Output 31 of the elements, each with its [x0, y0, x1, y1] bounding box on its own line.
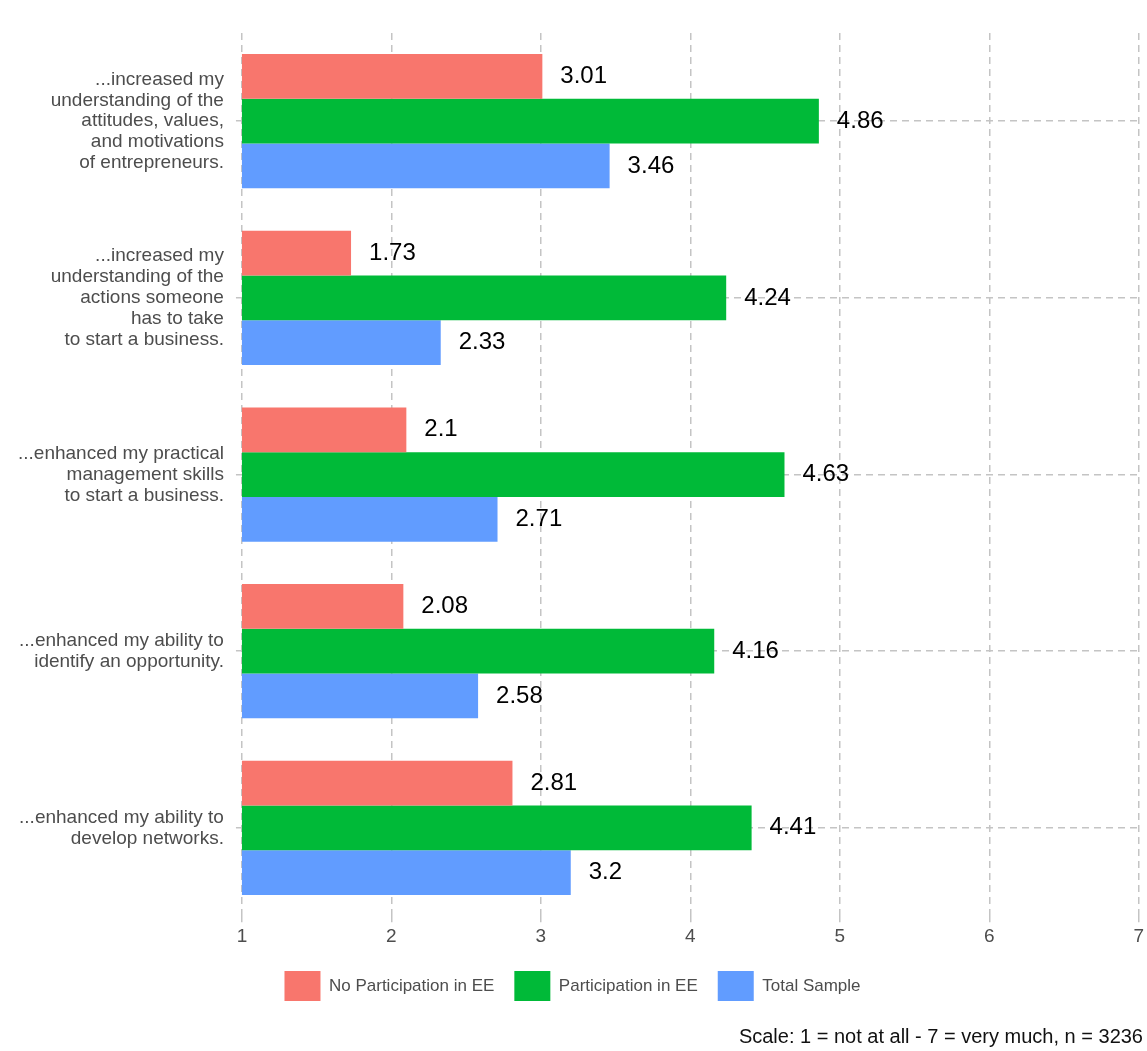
data-label: 4.41: [769, 812, 817, 840]
x-tick-label: 3: [535, 924, 547, 946]
data-label: 4.86: [836, 105, 884, 133]
x-tick-label: 5: [834, 924, 846, 946]
data-label: 2.58: [496, 680, 543, 708]
legend-label: No Participation in EE: [328, 975, 495, 995]
data-label: 3.01: [560, 61, 608, 89]
y-tick-label: ...enhanced my ability to develop networks.: [19, 805, 224, 848]
y-tick-label: ...increased my understanding of the attitudes, values, and motivations of entrepreneurs.: [50, 67, 225, 173]
data-label: 4.24: [744, 282, 791, 310]
data-label: 2.71: [515, 503, 563, 531]
data-label: 3.2: [588, 857, 623, 885]
data-label: 2.81: [530, 767, 578, 795]
x-tick-label: 4: [685, 924, 697, 946]
data-label: 2.33: [458, 327, 506, 355]
x-tick-label: 2: [386, 924, 397, 946]
legend-label: Participation in EE: [558, 975, 698, 995]
text: Scale: 1 = not at all - 7 = very much, n = 3236: [738, 1025, 1143, 1047]
data-label: 1.73: [369, 237, 416, 265]
y-tick-label: ...enhanced my practical management skills to start a business.: [17, 441, 224, 505]
y-tick-label: ...enhanced my ability to identify an opportunity.: [19, 628, 224, 671]
legend-label: Total Sample: [762, 975, 861, 995]
data-label: 4.16: [732, 635, 779, 663]
data-label: 3.46: [627, 150, 675, 178]
x-tick-label: 6: [983, 924, 995, 946]
x-tick-label: 1: [236, 924, 248, 946]
x-tick-label: 7: [1133, 924, 1145, 946]
data-label: 4.63: [802, 459, 850, 487]
y-tick-label: ...increased my understanding of the actions someone has to take to start a business.: [50, 244, 225, 349]
data-label: 2.1: [424, 414, 458, 442]
data-label: 2.08: [421, 591, 469, 619]
